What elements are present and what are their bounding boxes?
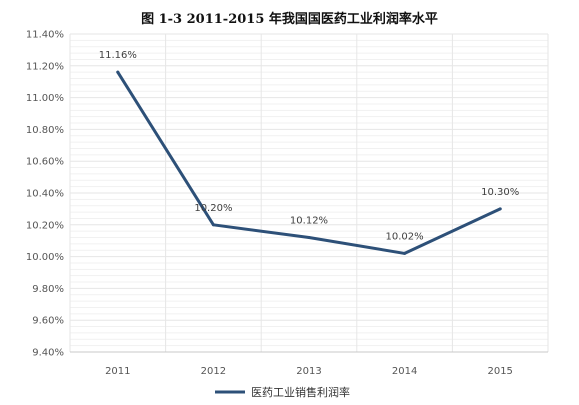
data-point — [403, 251, 407, 255]
x-tick-label: 2013 — [296, 366, 321, 377]
y-tick-label: 11.40% — [26, 30, 64, 41]
y-tick-label: 10.40% — [26, 189, 64, 200]
data-point — [116, 70, 120, 74]
y-tick-label: 9.60% — [32, 316, 64, 327]
legend-label: 医药工业销售利润率 — [251, 385, 350, 399]
y-tick-label: 11.00% — [26, 93, 64, 104]
y-tick-label: 10.00% — [26, 252, 64, 263]
data-label: 10.20% — [194, 203, 232, 214]
data-label: 10.30% — [481, 187, 519, 198]
data-label: 11.16% — [99, 50, 137, 61]
data-point — [498, 207, 502, 211]
data-label: 10.02% — [386, 231, 424, 242]
data-label: 10.12% — [290, 216, 328, 227]
chart-title: 图 1-3 2011-2015 年我国国医药工业利润率水平 — [141, 12, 438, 27]
data-point — [307, 236, 311, 240]
y-tick-label: 10.80% — [26, 125, 64, 136]
x-tick-label: 2015 — [487, 366, 512, 377]
y-tick-label: 10.60% — [26, 157, 64, 168]
x-tick-label: 2012 — [201, 366, 226, 377]
y-tick-label: 10.20% — [26, 220, 64, 231]
x-tick-label: 2014 — [392, 366, 417, 377]
y-tick-label: 9.80% — [32, 284, 64, 295]
x-tick-label: 2011 — [105, 366, 130, 377]
y-tick-label: 11.20% — [26, 61, 64, 72]
data-point — [211, 223, 215, 227]
y-tick-label: 9.40% — [32, 348, 64, 359]
